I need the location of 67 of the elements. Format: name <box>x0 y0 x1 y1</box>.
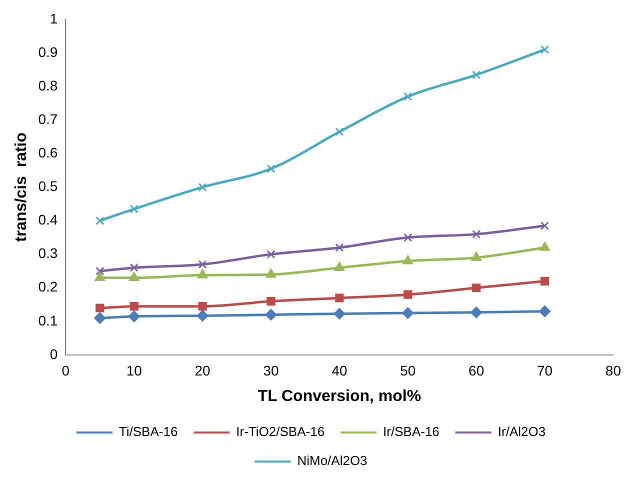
point <box>197 269 208 278</box>
point <box>335 128 344 136</box>
point <box>94 272 105 282</box>
x-tick-label: 20 <box>194 362 211 378</box>
point <box>472 284 481 292</box>
x-tick-label: 80 <box>605 362 622 378</box>
point <box>472 230 481 238</box>
point <box>404 233 412 242</box>
point <box>404 92 412 101</box>
y-tick-label: 0.3 <box>38 245 58 262</box>
point <box>130 302 138 311</box>
legend-label: Ir/Al2O3 <box>498 424 546 440</box>
point <box>94 312 106 324</box>
point <box>128 310 140 322</box>
point <box>266 250 276 259</box>
x-tick-label: 40 <box>332 362 348 378</box>
point <box>334 262 345 271</box>
point <box>198 302 207 311</box>
y-tick-label: 0.7 <box>38 110 58 127</box>
point <box>470 306 482 318</box>
point <box>96 216 104 226</box>
legend-label: Ir-TiO2/SBA-16 <box>236 424 325 440</box>
y-tick-label: 0.8 <box>38 77 58 94</box>
y-tick-label: 1 <box>50 10 58 26</box>
point <box>129 272 140 282</box>
x-tick-label: 30 <box>263 362 279 378</box>
x-tick-label: 70 <box>536 362 553 378</box>
point <box>196 310 208 322</box>
y-axis-title: trans/cis ratio <box>13 132 30 242</box>
y-tick-label: 0.2 <box>38 278 58 295</box>
y-tick-label: 0.6 <box>38 144 58 160</box>
y-tick-label: 0.4 <box>38 212 58 228</box>
point <box>404 290 412 299</box>
point <box>540 222 550 230</box>
x-tick-label: 50 <box>400 362 416 378</box>
legend-label: Ti/SBA-16 <box>118 424 178 440</box>
point <box>402 307 414 319</box>
x-tick-label: 60 <box>468 362 484 378</box>
point <box>130 263 138 272</box>
x-tick-label: 0 <box>62 362 70 378</box>
point <box>198 182 207 192</box>
point <box>266 268 276 278</box>
point <box>266 297 276 306</box>
point <box>540 45 550 54</box>
legend-label: Ir/SBA-16 <box>383 424 440 440</box>
x-tick-label: 10 <box>126 362 142 378</box>
point <box>198 260 207 269</box>
point <box>540 276 550 286</box>
point <box>334 308 346 320</box>
y-tick-label: 0.5 <box>38 178 58 194</box>
point <box>265 308 277 320</box>
point <box>539 306 551 318</box>
y-tick-label: 0.1 <box>38 312 58 328</box>
point <box>266 164 276 174</box>
point <box>96 266 104 276</box>
point <box>540 242 550 251</box>
y-tick-label: 0 <box>50 346 58 362</box>
point <box>130 204 138 214</box>
point <box>472 70 481 80</box>
legend-label: NiMo/Al2O3 <box>297 453 368 468</box>
x-axis-title: TL Conversion, mol% <box>258 388 422 405</box>
point <box>402 255 413 264</box>
point <box>335 243 344 252</box>
point <box>335 294 344 302</box>
point <box>96 304 104 312</box>
point <box>471 252 482 261</box>
y-tick-label: 0.9 <box>38 44 58 60</box>
